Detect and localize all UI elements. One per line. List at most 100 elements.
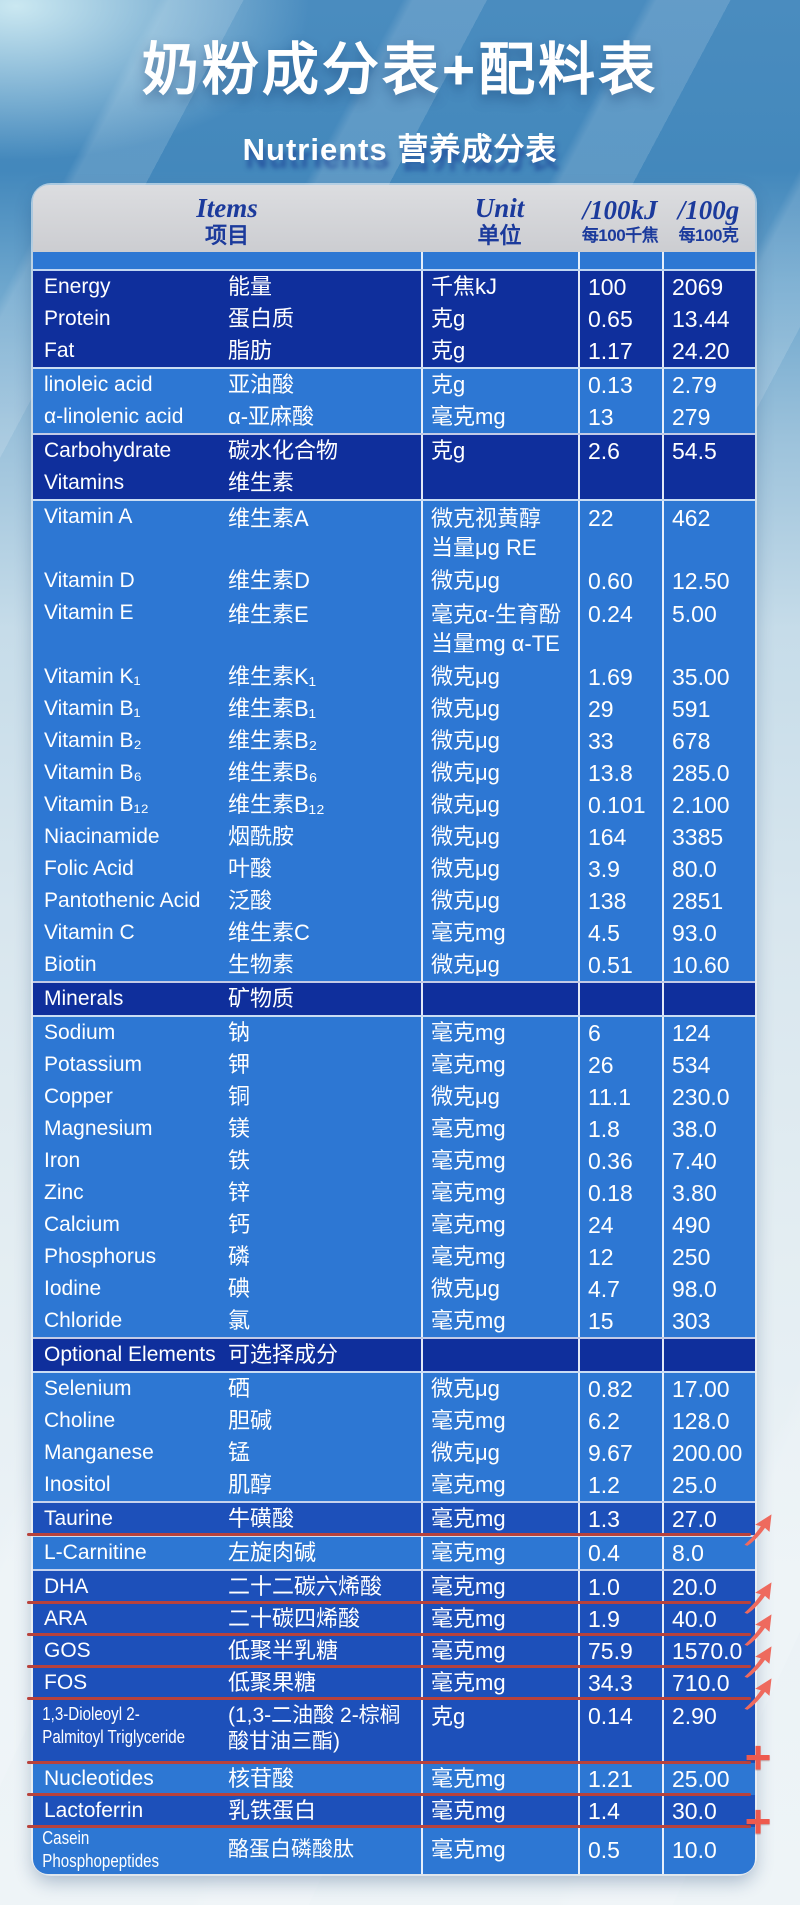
value-per-100g: 279 — [662, 401, 755, 433]
unit-cell: 克g — [421, 435, 578, 467]
item-name-zh: 钠 — [228, 1020, 251, 1046]
item-name-zh: 能量 — [228, 274, 273, 300]
unit-line1: 毫克mg — [431, 1019, 506, 1045]
unit-line1: 克g — [431, 371, 466, 397]
item-name-zh: α-亚麻酸 — [228, 404, 315, 430]
unit-cell: 克g — [421, 303, 578, 335]
table-row: Calcium 钙 毫克mg 24 490 — [33, 1209, 755, 1241]
unit-cell: 毫克mg — [421, 1763, 578, 1795]
table-row: Vitamin K₁ 维生素K₁ 微克μg 1.69 35.00 — [33, 661, 755, 693]
value-per-100kj: 6 — [578, 1017, 662, 1049]
increase-arrow-icon — [744, 1646, 772, 1678]
item-name-zh: 脂肪 — [228, 338, 273, 364]
value-per-100g: 38.0 — [662, 1113, 755, 1145]
unit-cell: 毫克mg — [421, 1405, 578, 1437]
item-name-zh: 维生素A — [228, 506, 309, 531]
item-name-en: Nucleotides — [44, 1767, 154, 1790]
table-row: Energy 能量 千焦kJ 100 2069 — [33, 271, 755, 303]
item-name-en: Carbohydrate — [44, 439, 172, 462]
value-per-100kj: 15 — [578, 1305, 662, 1337]
value-per-100kj: 24 — [578, 1209, 662, 1241]
item-name-en: Biotin — [44, 953, 97, 976]
value-per-100kj: 138 — [578, 885, 662, 917]
unit-cell: 毫克mg — [421, 401, 578, 433]
header-unit-zh: 单位 — [477, 223, 522, 249]
table-top-strip — [33, 252, 755, 271]
unit-cell: 千焦kJ — [421, 271, 578, 303]
table-row: Pantothenic Acid 泛酸 微克μg 138 2851 — [33, 885, 755, 917]
item-name-zh: 磷 — [228, 1244, 251, 1270]
value-per-100g: 8.0 — [662, 1537, 755, 1569]
item-name-en: Lactoferrin — [44, 1799, 144, 1822]
unit-cell: 毫克mg — [421, 1503, 578, 1535]
table-row: Vitamin B₁₂ 维生素B₁₂ 微克μg 0.101 2.100 — [33, 789, 755, 821]
item-name-zh: 钾 — [228, 1052, 251, 1078]
item-name-en: Chloride — [44, 1309, 123, 1332]
unit-line1: 微克μg — [431, 791, 500, 817]
unit-line1: 微克μg — [431, 695, 500, 721]
value-per-100kj: 164 — [578, 821, 662, 853]
unit-line1: 微克视黄醇 — [431, 506, 542, 531]
item-name-zh: 硒 — [228, 1376, 251, 1402]
table-row: Protein 蛋白质 克g 0.65 13.44 — [33, 303, 755, 335]
unit-line1: 克g — [431, 337, 466, 363]
annotation-mark — [740, 1643, 776, 1679]
header-items-en: Items — [196, 192, 258, 223]
item-name-en: Casein Phosphopeptides — [42, 1828, 160, 1872]
value-per-100g: 25.0 — [662, 1469, 755, 1501]
value-per-100kj: 34.3 — [578, 1667, 662, 1699]
item-name-en: Vitamins — [44, 471, 125, 494]
unit-cell: 微克μg — [421, 565, 578, 597]
value-per-100g: 2.100 — [662, 789, 755, 821]
unit-line1: 毫克mg — [431, 1605, 506, 1631]
item-name-en: Vitamin E — [44, 601, 134, 624]
item-name-zh: 烟酰胺 — [228, 824, 295, 850]
unit-line1: 毫克mg — [431, 1471, 506, 1497]
value-per-100kj: 13 — [578, 401, 662, 433]
unit-cell: 毫克mg — [421, 1241, 578, 1273]
table-row: Taurine 牛磺酸 毫克mg 1.3 27.0 — [27, 1501, 772, 1546]
header-per-100kj: /100kJ 每100千焦 — [578, 185, 662, 252]
increase-arrow-icon — [744, 1514, 772, 1546]
unit-cell: 毫克mg — [421, 1827, 578, 1874]
unit-cell: 微克μg — [421, 693, 578, 725]
value-per-100kj: 1.8 — [578, 1113, 662, 1145]
value-per-100kj: 3.9 — [578, 853, 662, 885]
unit-line1: 毫克mg — [431, 1147, 506, 1173]
item-name-zh: 维生素B₆ — [228, 760, 318, 786]
item-name-zh: 胆碱 — [228, 1408, 273, 1434]
value-per-100g: 17.00 — [662, 1373, 755, 1405]
item-name-en: Protein — [44, 307, 111, 330]
unit-line1: 微克μg — [431, 567, 500, 593]
table-row: Vitamin A 维生素A 微克视黄醇 当量μg RE 22 462 — [33, 499, 755, 565]
item-name-en: Choline — [44, 1409, 116, 1432]
item-name-en: Phosphorus — [44, 1245, 157, 1268]
unit-cell: 克g — [421, 369, 578, 401]
unit-cell: 毫克mg — [421, 1603, 578, 1635]
value-per-100kj: 33 — [578, 725, 662, 757]
unit-cell: 微克μg — [421, 885, 578, 917]
unit-cell: 毫克mg — [421, 1113, 578, 1145]
item-name-en: ARA — [44, 1607, 88, 1630]
table-row: Casein Phosphopeptides 酪蛋白磷酸肽 毫克mg 0.5 1… — [33, 1827, 755, 1874]
increase-arrow-icon — [744, 1614, 772, 1646]
item-name-en: Vitamin B₂ — [44, 729, 142, 752]
item-name-en: Niacinamide — [44, 825, 160, 848]
table-row: Choline 胆碱 毫克mg 6.2 128.0 — [33, 1405, 755, 1437]
item-name-en: Vitamin B₆ — [44, 761, 142, 784]
annotation-mark — [740, 1611, 776, 1647]
unit-cell: 微克μg — [421, 1437, 578, 1469]
unit-line1: 微克μg — [431, 663, 500, 689]
item-name-en: linoleic acid — [44, 373, 153, 396]
header-per-100g-en: /100g — [677, 195, 740, 226]
table-row: Lactoferrin 乳铁蛋白 毫克mg 1.4 30.0 + — [27, 1795, 771, 1844]
value-per-100g: 2069 — [662, 271, 755, 303]
item-name-en: L-Carnitine — [44, 1541, 147, 1564]
unit-line1: 微克μg — [431, 727, 500, 753]
unit-line1: 毫克mg — [431, 1669, 506, 1695]
unit-cell: 微克μg — [421, 1373, 578, 1405]
value-per-100kj: 0.60 — [578, 565, 662, 597]
value-per-100g: 40.0 — [662, 1603, 755, 1635]
table-row: Vitamins 维生素 — [33, 467, 755, 499]
value-per-100g: 710.0 — [662, 1667, 755, 1699]
